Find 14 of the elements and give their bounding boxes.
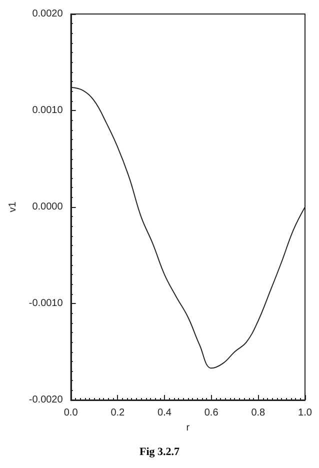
x-tick-label: 0.2 [110, 408, 126, 418]
y-tick-label: 0.0000 [32, 202, 64, 212]
caption: Fig 3.2.7 [138, 446, 181, 458]
x-tick-label: 0.6 [204, 408, 219, 418]
x-tick-label: 0.0 [64, 408, 78, 418]
y-axis-title: v1 [8, 201, 18, 212]
y-tick-label: -0.0020 [28, 394, 64, 406]
y-tick-label: 0.0010 [32, 105, 64, 116]
x-axis-title: r [186, 422, 190, 434]
y-tick-label: -0.0010 [28, 298, 64, 309]
y-tick-label: 0.0020 [32, 8, 64, 20]
x-tick-label: 1.0 [298, 408, 312, 418]
x-tick-label: 0.8 [251, 408, 266, 418]
x-tick-label: 0.4 [158, 408, 172, 418]
